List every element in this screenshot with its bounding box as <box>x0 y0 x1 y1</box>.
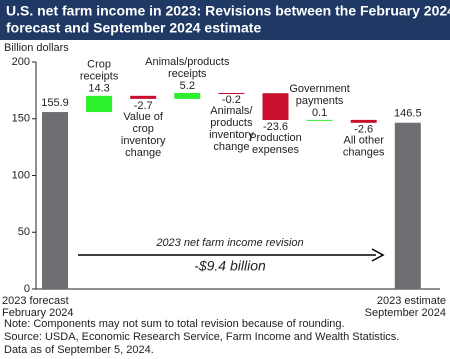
value-label: -2.6 <box>354 124 373 136</box>
bar <box>218 92 245 94</box>
category-label: Crop <box>87 59 111 71</box>
category-label: products <box>210 117 253 129</box>
note: Source: USDA, Economic Research Service,… <box>4 331 399 343</box>
value-label: -23.6 <box>263 121 288 133</box>
category-label: All other <box>344 135 385 147</box>
value-label: 155.9 <box>41 97 69 109</box>
category-label: change <box>213 141 249 153</box>
y-tick-label: 0 <box>24 283 30 295</box>
bar <box>350 119 377 123</box>
category-label: Animals/ <box>210 105 253 117</box>
chart-title: forecast and September 2024 estimate <box>6 20 261 36</box>
value-label: 14.3 <box>88 83 109 95</box>
category-label: expenses <box>252 144 300 156</box>
category-label: 2023 estimate <box>377 295 446 307</box>
category-label: September 2024 <box>365 307 446 319</box>
category-label: receipts <box>168 68 207 80</box>
annotation: -$9.4 billion <box>194 258 266 274</box>
value-label: 146.5 <box>394 108 422 120</box>
y-axis-label: Billion dollars <box>4 42 69 54</box>
bar <box>86 95 113 113</box>
category-label: changes <box>343 147 385 159</box>
annotation: 2023 net farm income revision <box>155 237 303 249</box>
category-label: crop <box>132 123 153 135</box>
category-label: Animals/products <box>145 56 230 68</box>
category-label: change <box>125 147 161 159</box>
category-label: Government <box>289 83 350 95</box>
category-label: 2023 forecast <box>2 295 69 307</box>
note: Note: Components may not sum to total re… <box>4 318 345 330</box>
value-label: 5.2 <box>180 80 195 92</box>
category-label: receipts <box>80 71 119 83</box>
note: Data as of September 5, 2024. <box>4 344 154 356</box>
y-tick-label: 100 <box>12 169 30 181</box>
bar <box>306 119 333 121</box>
category-label: Production <box>249 132 302 144</box>
chart-title: U.S. net farm income in 2023: Revisions … <box>6 3 450 19</box>
arrow-head <box>371 248 385 262</box>
bar <box>174 92 201 99</box>
y-tick-label: 50 <box>18 226 30 238</box>
bar <box>262 93 289 120</box>
category-label: payments <box>296 95 344 107</box>
value-label: -0.2 <box>222 94 241 106</box>
category-label: inventory <box>121 135 166 147</box>
y-tick-label: 200 <box>12 56 30 68</box>
y-tick-label: 150 <box>12 113 30 125</box>
value-label: -2.7 <box>134 100 153 112</box>
bar <box>42 112 68 289</box>
bar <box>130 95 157 99</box>
category-label: Value of <box>123 111 163 123</box>
value-label: 0.1 <box>312 107 327 119</box>
bar <box>394 122 421 289</box>
category-label: inventory <box>209 129 254 141</box>
title-banner <box>0 0 450 40</box>
category-label: February 2024 <box>2 307 74 319</box>
